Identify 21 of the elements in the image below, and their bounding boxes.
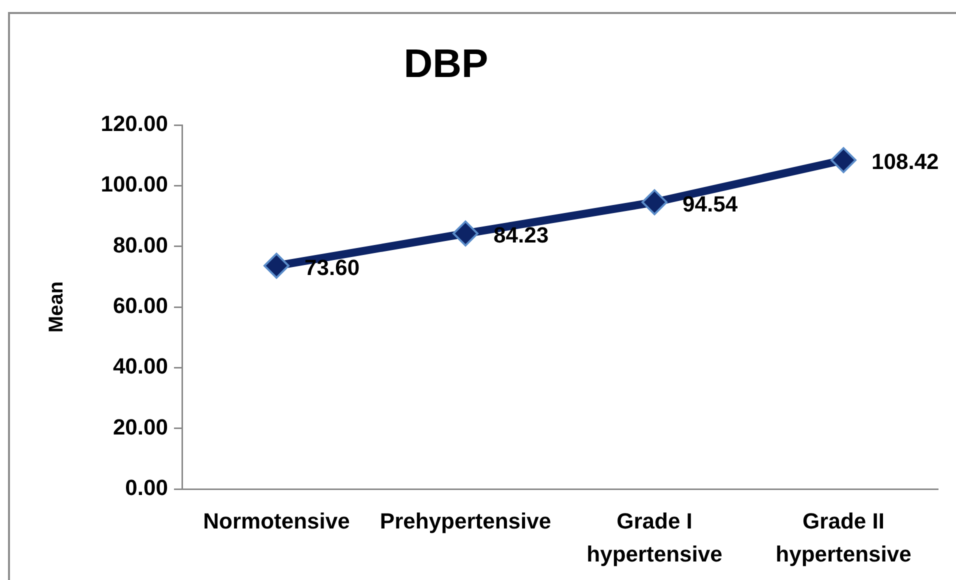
- x-tick-label: Grade I hypertensive: [586, 508, 722, 567]
- x-tick-label: Grade II hypertensive: [776, 508, 912, 567]
- point: [830, 147, 856, 174]
- y-axis-title: Mean: [46, 281, 68, 333]
- data-label: 94.54: [682, 191, 738, 216]
- point: [642, 189, 668, 216]
- y-tick-label: 100.00: [100, 172, 168, 197]
- y-tick-label: 0.00: [125, 475, 168, 500]
- point: [264, 252, 290, 279]
- y-tick-label: 20.00: [112, 414, 168, 440]
- y-tick-label: 80.00: [112, 232, 168, 258]
- y-tick-label: 60.00: [112, 293, 168, 318]
- x-tick-label: Prehypertensive: [380, 508, 552, 534]
- data-label: 73.60: [304, 254, 360, 280]
- chart-title: DBP: [404, 42, 488, 86]
- data-label: 84.23: [494, 222, 549, 248]
- x-tick-label: Normotensive: [203, 508, 350, 534]
- data-label: 108.42: [872, 149, 939, 174]
- y-tick-label: 40.00: [112, 354, 168, 379]
- y-tick-label: 120.00: [100, 111, 168, 136]
- point: [452, 220, 478, 247]
